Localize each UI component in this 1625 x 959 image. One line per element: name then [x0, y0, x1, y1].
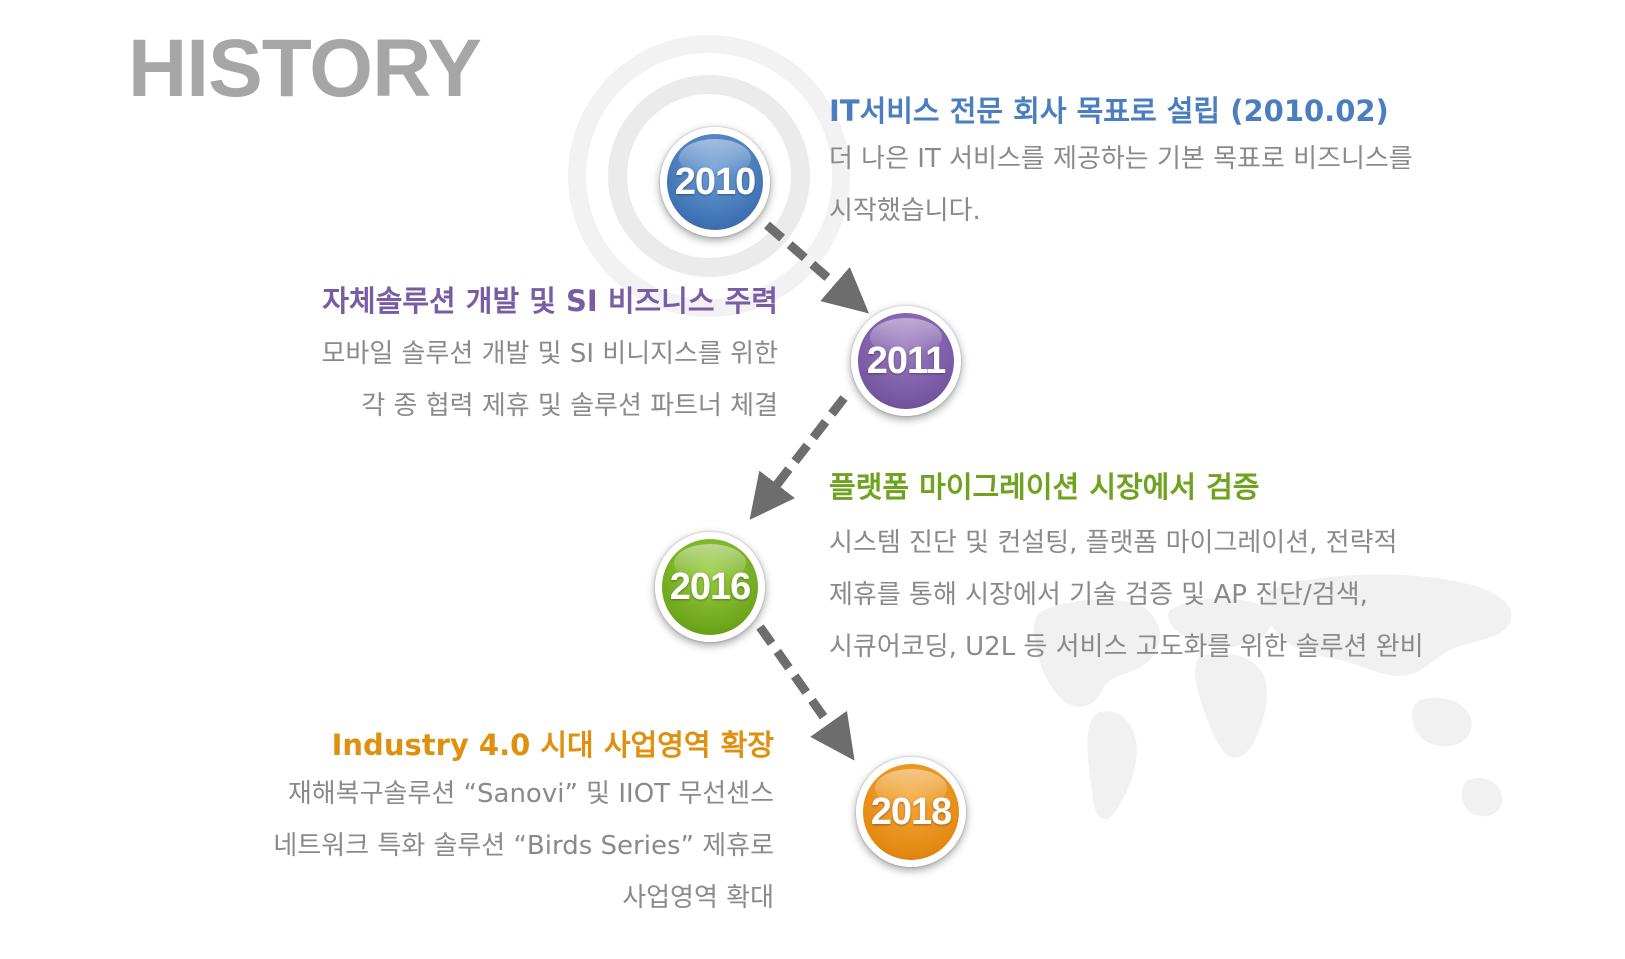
milestone-2016-heading: 플랫폼 마이그레이션 시장에서 검증 [829, 470, 1260, 504]
description-line: 네트워크 특화 솔루션 “Birds Series” 제휴로 [273, 831, 774, 861]
description-line: 시작했습니다. [829, 196, 981, 226]
arrow-2011-to-2016 [749, 395, 848, 520]
milestone-2016-description: 시스템 진단 및 컨설팅, 플랫폼 마이그레이션, 전략적 제휴를 통해 시장에… [829, 517, 1424, 673]
description-line: 더 나은 IT 서비스를 제공하는 기본 목표로 비즈니스를 [829, 144, 1413, 174]
milestone-2018-description: 재해복구솔루션 “Sanovi” 및 IIOT 무선센스 네트워크 특화 솔루션… [273, 768, 774, 924]
year-node-2011: 2011 [851, 306, 961, 416]
description-line: 각 종 협력 제휴 및 솔루션 파트너 체결 [361, 391, 778, 421]
description-line: 제휴를 통해 시장에서 기술 검증 및 AP 진단/검색, [829, 580, 1368, 610]
milestone-2010-description: 더 나은 IT 서비스를 제공하는 기본 목표로 비즈니스를 시작했습니다. [829, 133, 1413, 237]
description-line: 사업영역 확대 [622, 883, 774, 913]
milestone-2010-heading: IT서비스 전문 회사 목표로 설립 (2010.02) [829, 94, 1389, 128]
year-node-2018: 2018 [856, 757, 966, 867]
page-title: HISTORY [128, 23, 482, 114]
arrow-2010-to-2011 [764, 221, 870, 314]
arrow-2016-to-2018 [756, 624, 855, 761]
milestone-2011-heading: 자체솔루션 개발 및 SI 비즈니스 주력 [322, 284, 778, 318]
year-node-2010: 2010 [660, 127, 770, 237]
description-line: 시스템 진단 및 컨설팅, 플랫폼 마이그레이션, 전략적 [829, 528, 1398, 558]
milestone-2018-heading: Industry 4.0 시대 사업영역 확장 [331, 728, 774, 762]
description-line: 모바일 솔루션 개발 및 SI 비니지스를 위한 [321, 339, 778, 369]
year-label: 2018 [870, 790, 953, 833]
year-node-2016: 2016 [655, 532, 765, 642]
milestone-2011-description: 모바일 솔루션 개발 및 SI 비니지스를 위한 각 종 협력 제휴 및 솔루션… [322, 328, 778, 432]
description-line: 시큐어코딩, U2L 등 서비스 고도화를 위한 솔루션 완비 [829, 632, 1424, 662]
year-label: 2010 [674, 160, 757, 203]
year-label: 2016 [669, 565, 752, 608]
world-map-decoration [1033, 574, 1512, 820]
year-label: 2011 [866, 339, 946, 382]
description-line: 재해복구솔루션 “Sanovi” 및 IIOT 무선센스 [287, 779, 774, 809]
